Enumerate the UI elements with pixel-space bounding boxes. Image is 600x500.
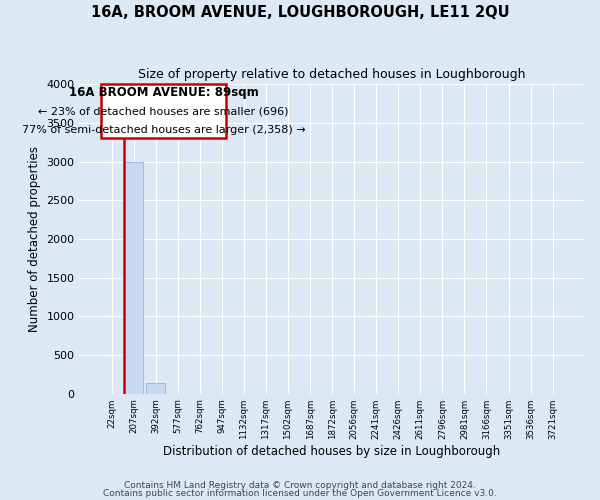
Text: Contains HM Land Registry data © Crown copyright and database right 2024.: Contains HM Land Registry data © Crown c… <box>124 480 476 490</box>
Text: ← 23% of detached houses are smaller (696): ← 23% of detached houses are smaller (69… <box>38 106 289 116</box>
Text: Contains public sector information licensed under the Open Government Licence v3: Contains public sector information licen… <box>103 489 497 498</box>
Bar <box>146 384 165 394</box>
Text: 16A BROOM AVENUE: 89sqm: 16A BROOM AVENUE: 89sqm <box>69 86 259 99</box>
X-axis label: Distribution of detached houses by size in Loughborough: Distribution of detached houses by size … <box>163 444 501 458</box>
Y-axis label: Number of detached properties: Number of detached properties <box>28 146 41 332</box>
Text: 77% of semi-detached houses are larger (2,358) →: 77% of semi-detached houses are larger (… <box>22 125 305 135</box>
Title: Size of property relative to detached houses in Loughborough: Size of property relative to detached ho… <box>139 68 526 80</box>
Text: 16A, BROOM AVENUE, LOUGHBOROUGH, LE11 2QU: 16A, BROOM AVENUE, LOUGHBOROUGH, LE11 2Q… <box>91 5 509 20</box>
Bar <box>124 162 143 394</box>
FancyBboxPatch shape <box>101 84 226 138</box>
